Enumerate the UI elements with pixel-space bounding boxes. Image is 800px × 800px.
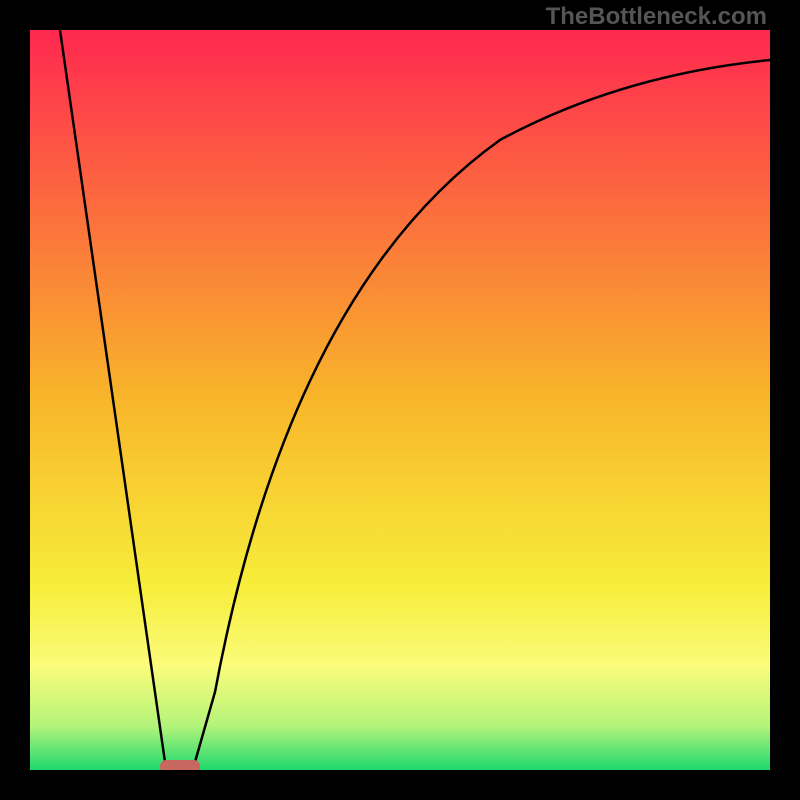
watermark-text: TheBottleneck.com: [546, 3, 767, 31]
chart-container: TheBottleneck.com: [0, 0, 800, 800]
chart-frame: [0, 0, 800, 800]
